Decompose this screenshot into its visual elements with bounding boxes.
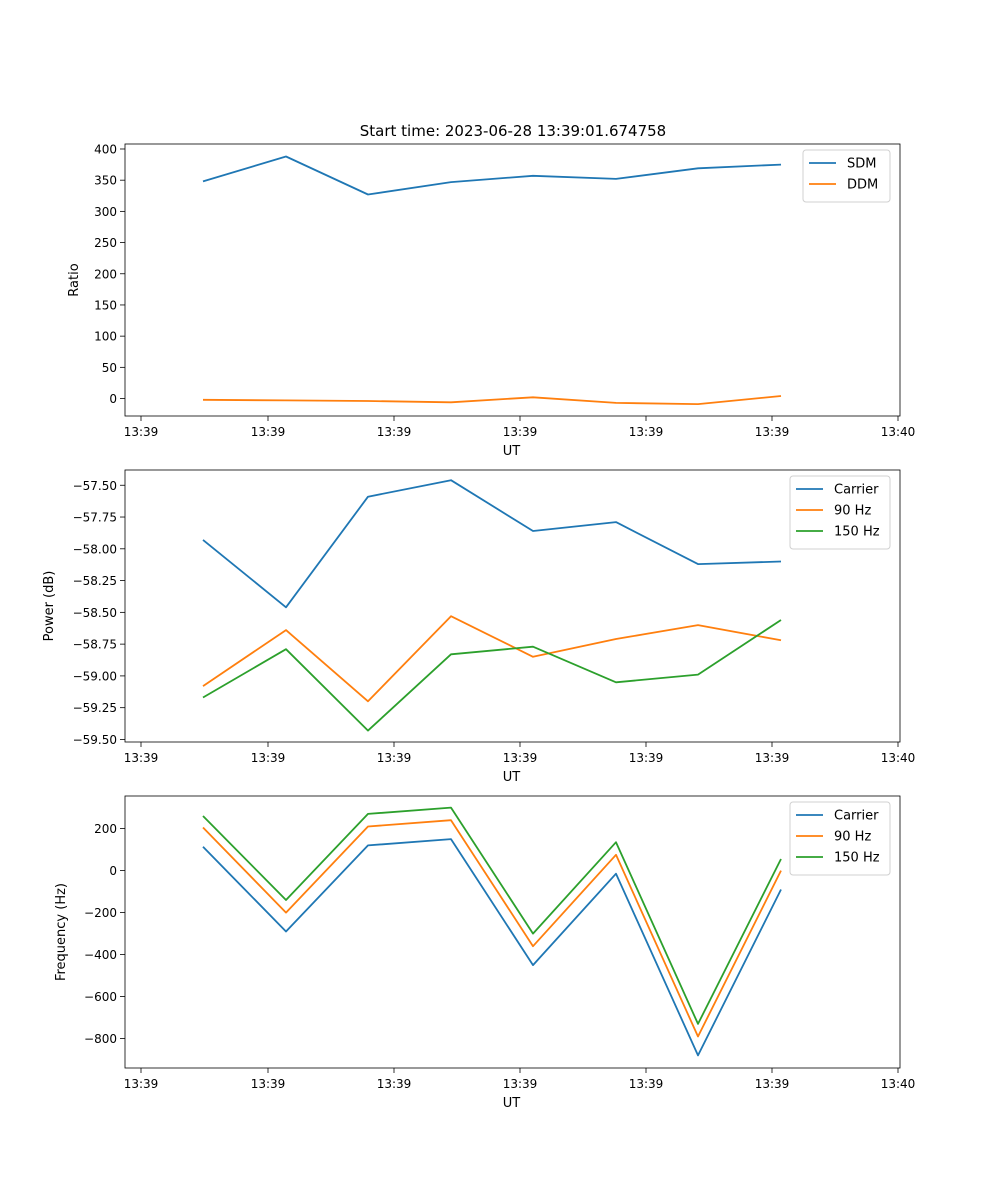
legend-label: 90 Hz [834,830,871,845]
chart-panels: 13:39 13:39 13:39 13:39 13:39 13:39 13:40 0 50 10… [42,142,915,1111]
y-tick-label: 200 [94,267,117,281]
x-tick-label: 13:39 [251,1077,286,1091]
legend-label: DDM [847,178,878,193]
legend-label: 150 Hz [834,525,880,540]
x-tick-label: 13:39 [377,751,412,765]
y-tick-label: 50 [102,361,117,375]
x-tick-label: 13:39 [124,751,159,765]
y-tick-label: −58.75 [73,638,117,652]
y-axis-label: Power (dB) [42,571,57,642]
x-tick-label: 13:39 [503,751,538,765]
series-line-ddm [202,395,782,406]
x-tick-label: 13:39 [629,1077,664,1091]
x-axis-label: UT [503,1096,521,1111]
x-tick-label: 13:39 [251,751,286,765]
x-tick-label: 13:39 [629,751,664,765]
legend-label: Carrier [834,483,879,498]
figure-title: Start time: 2023-06-28 13:39:01.674758 [360,122,666,140]
y-tick-label: −200 [84,906,117,920]
y-tick-label: −58.00 [73,542,117,556]
x-tick-label: 13:39 [251,425,286,439]
y-tick-label: 0 [109,864,117,878]
series-line-carrier [202,838,782,1057]
legend-label: 150 Hz [834,851,880,866]
series-line-150-hz [202,806,782,1025]
x-tick-label: 13:39 [377,1077,412,1091]
x-tick-label: 13:39 [377,425,412,439]
y-axis-label: Ratio [67,263,82,296]
x-tick-label: 13:39 [755,1077,790,1091]
y-tick-label: 250 [94,236,117,250]
legend: Carrier 90 Hz 150 Hz [789,475,891,550]
y-tick-label: 350 [94,174,117,188]
y-tick-label: −57.50 [73,479,117,493]
x-axis-label: UT [503,770,521,785]
legend: SDM DDM [802,149,891,203]
y-tick-label: −59.50 [73,733,117,747]
x-tick-label: 13:39 [755,425,790,439]
y-tick-label: 0 [109,392,117,406]
y-tick-label: 200 [94,822,117,836]
y-tick-label: −58.50 [73,606,117,620]
axes-frame [124,143,901,417]
series-line-90-hz [202,819,782,1038]
y-tick-label: −59.00 [73,669,117,683]
x-tick-label: 13:39 [755,751,790,765]
x-tick-label: 13:39 [124,1077,159,1091]
y-tick-label: −400 [84,948,117,962]
x-tick-label: 13:39 [124,425,159,439]
y-tick-label: 100 [94,330,117,344]
x-tick-label: 13:39 [629,425,664,439]
y-tick-label: −800 [84,1032,117,1046]
x-tick-label: 13:40 [881,425,916,439]
y-tick-label: 300 [94,205,117,219]
series-line-sdm [202,155,782,196]
series-line-90-hz [202,615,782,703]
y-tick-label: −58.25 [73,574,117,588]
x-axis-label: UT [503,444,521,459]
y-tick-label: 150 [94,298,117,312]
series-line-carrier [202,479,782,609]
series-line-150-hz [202,619,782,732]
x-tick-label: 13:40 [881,1077,916,1091]
x-tick-label: 13:40 [881,751,916,765]
y-tick-label: −600 [84,990,117,1004]
legend-label: SDM [847,157,876,172]
chart-panel-3: 13:39 13:39 13:39 13:39 13:39 13:39 13:40 −800 −… [54,795,916,1111]
legend: Carrier 90 Hz 150 Hz [789,801,891,876]
y-tick-label: −57.75 [73,511,117,525]
x-tick-label: 13:39 [503,425,538,439]
y-tick-label: −59.25 [73,701,117,715]
chart-panel-2: 13:39 13:39 13:39 13:39 13:39 13:39 13:40 −57.5… [42,469,916,785]
y-tick-label: 400 [94,142,117,156]
axes-frame [124,469,901,743]
x-tick-label: 13:39 [503,1077,538,1091]
legend-label: Carrier [834,809,879,824]
axes-frame [124,795,901,1069]
y-axis-label: Frequency (Hz) [54,883,69,981]
chart-panel-1: 13:39 13:39 13:39 13:39 13:39 13:39 13:40 0 50 10… [67,142,915,459]
legend-label: 90 Hz [834,504,871,519]
